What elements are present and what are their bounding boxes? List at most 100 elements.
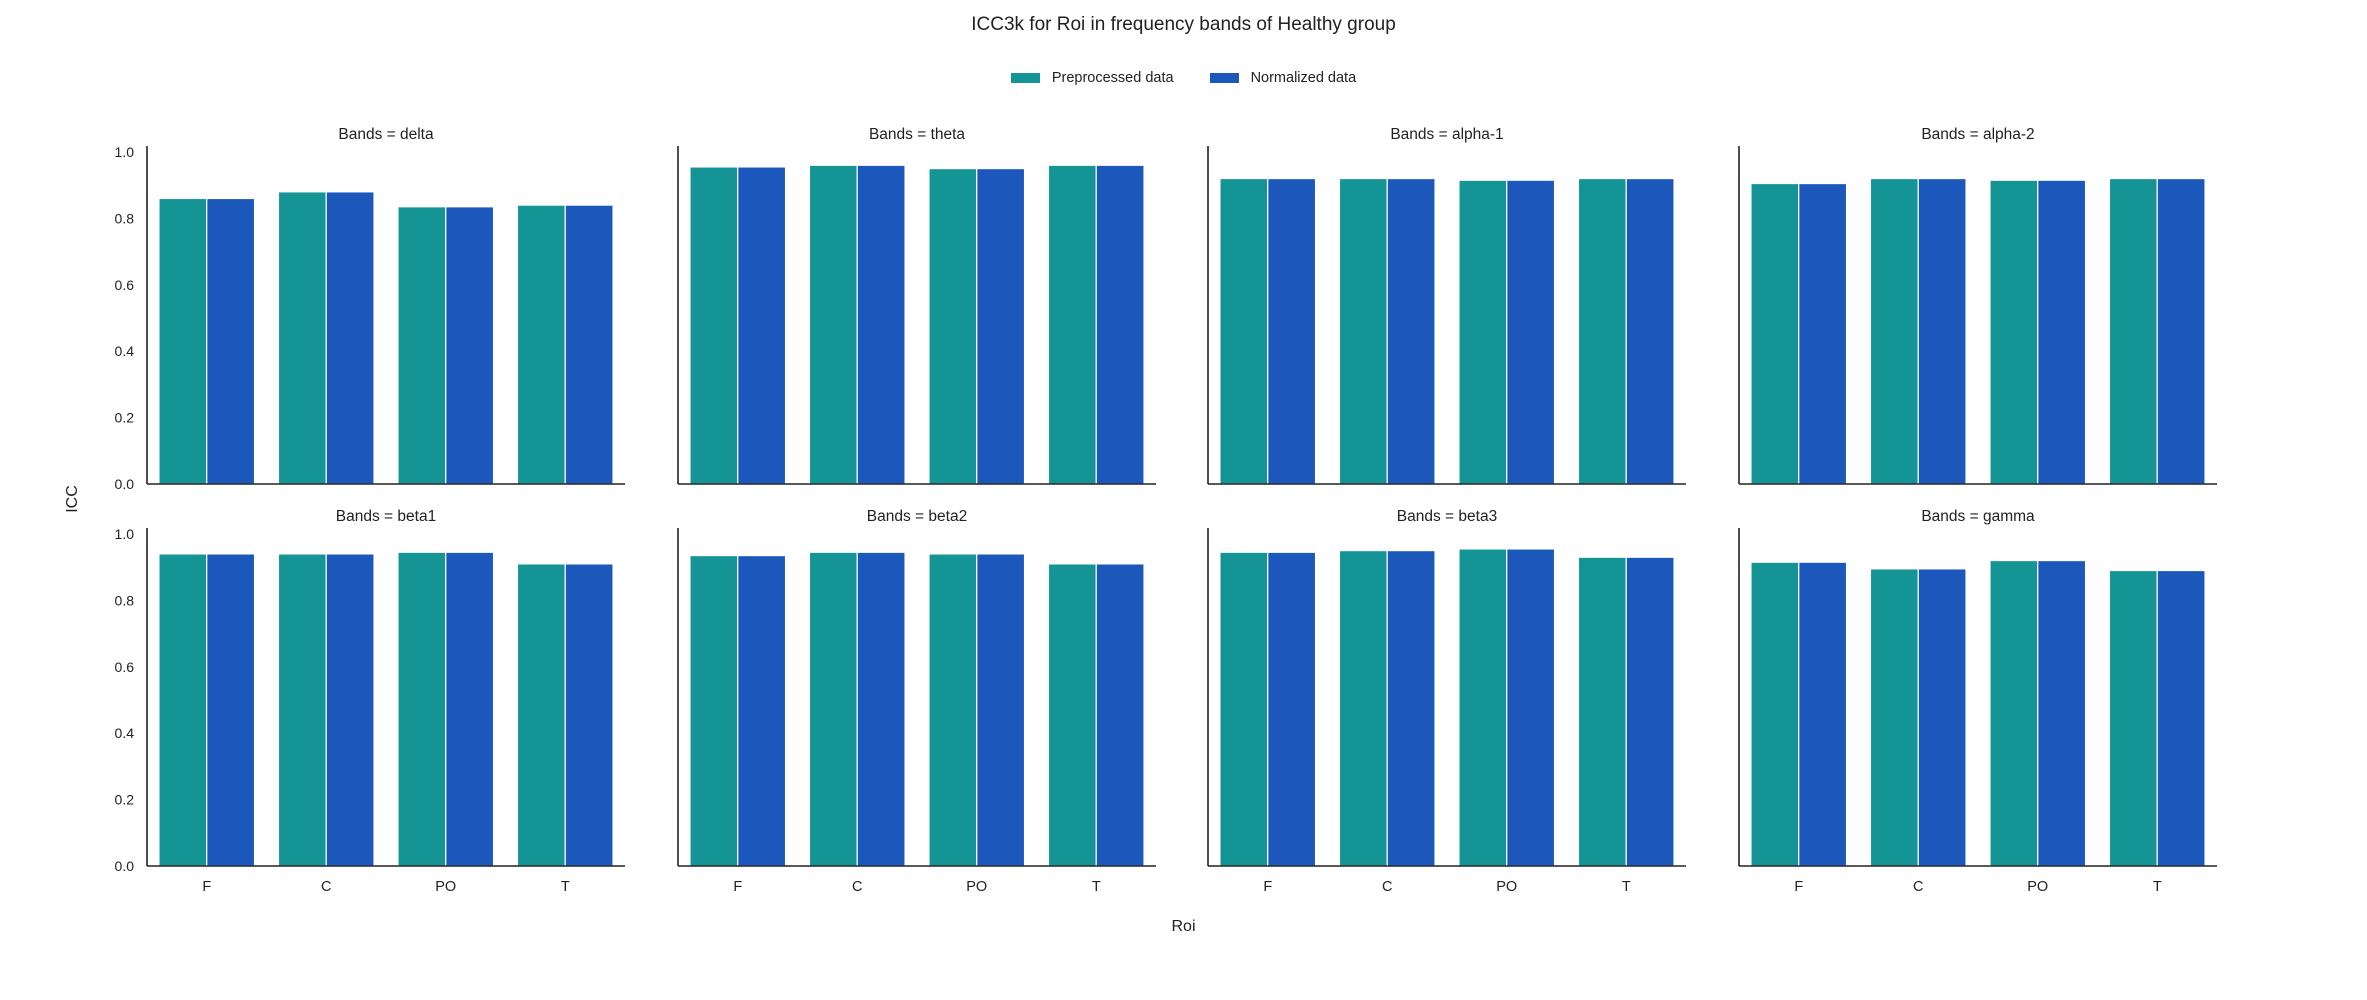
panel-2: Bands = alpha-1 <box>1207 126 1686 485</box>
bar <box>1095 164 1145 485</box>
bar <box>856 551 906 867</box>
bar <box>1989 559 2039 867</box>
y-tick-label: 0.0 <box>115 476 135 492</box>
x-tick-label: PO <box>2027 879 2048 895</box>
y-tick-label: 0.8 <box>115 210 135 226</box>
bar <box>1917 568 1967 867</box>
bar <box>206 553 256 867</box>
bar <box>445 551 495 867</box>
x-tick-label: T <box>561 879 570 895</box>
panel-title: Bands = alpha-1 <box>1390 126 1503 143</box>
bar <box>564 563 614 867</box>
bar <box>1095 563 1145 867</box>
panel-title: Bands = delta <box>338 126 434 143</box>
bar <box>1219 177 1269 485</box>
bar <box>737 166 787 485</box>
bar <box>277 553 327 867</box>
bar <box>1386 177 1436 485</box>
bar <box>397 551 447 867</box>
x-tick-label: C <box>321 879 331 895</box>
y-tick-label: 1.0 <box>115 144 135 160</box>
bar <box>1989 179 2039 485</box>
y-tick-label: 1.0 <box>115 526 135 542</box>
bar <box>325 553 375 867</box>
panel-5: Bands = beta2 F C PO T <box>677 508 1156 895</box>
x-tick-label: PO <box>1496 879 1517 895</box>
x-tick-label: F <box>202 879 211 895</box>
chart-legend: Preprocessed data Normalized data <box>0 70 2367 86</box>
legend-swatch-preprocessed <box>1010 73 1040 83</box>
bar <box>1267 551 1317 867</box>
bar <box>564 204 614 485</box>
x-tick-label: C <box>852 879 862 895</box>
legend-label-preprocessed: Preprocessed data <box>1051 70 1174 86</box>
panel-title: Bands = beta3 <box>1397 508 1497 525</box>
bar <box>976 168 1026 485</box>
x-tick-label: C <box>1913 879 1923 895</box>
y-tick-label: 0.6 <box>115 659 135 675</box>
bar <box>1338 177 1388 485</box>
y-tick-label: 0.8 <box>115 592 135 608</box>
bar <box>1386 549 1436 867</box>
bar <box>397 206 447 485</box>
bar <box>1506 179 1556 485</box>
bar <box>1338 549 1388 867</box>
x-tick-label: T <box>1622 879 1631 895</box>
bar <box>516 204 566 485</box>
bar <box>1506 548 1556 867</box>
x-tick-label: F <box>1794 879 1803 895</box>
bar <box>1047 164 1097 485</box>
bar <box>808 164 858 485</box>
bar <box>2037 179 2087 485</box>
bar <box>158 553 208 867</box>
y-tick-label: 0.4 <box>115 343 135 359</box>
legend-swatch-normalized <box>1209 73 1239 83</box>
legend-label-normalized: Normalized data <box>1250 70 1357 86</box>
bar <box>516 563 566 867</box>
bar <box>1458 179 1508 485</box>
x-tick-label: F <box>1263 879 1272 895</box>
bar <box>1577 556 1627 867</box>
bar <box>1577 177 1627 485</box>
bar <box>1869 177 1919 485</box>
bar <box>1869 568 1919 867</box>
bar <box>689 554 739 867</box>
bar <box>1458 548 1508 867</box>
x-tick-label: C <box>1382 879 1392 895</box>
panel-title: Bands = theta <box>869 126 965 143</box>
bar <box>976 553 1026 867</box>
chart-title: ICC3k for Roi in frequency bands of Heal… <box>971 14 1396 35</box>
y-tick-label: 0.4 <box>115 725 135 741</box>
bar <box>928 168 978 485</box>
bar <box>1798 561 1848 867</box>
panel-3: Bands = alpha-2 <box>1738 126 2217 485</box>
y-tick-label: 0.6 <box>115 277 135 293</box>
x-tick-label: T <box>1092 879 1101 895</box>
bar <box>2108 569 2158 867</box>
panel-4: Bands = beta1 0.0 0.2 0.4 0.6 0.8 1.0 F C PO T <box>115 508 625 895</box>
x-tick-label: PO <box>435 879 456 895</box>
bar <box>1625 177 1675 485</box>
panel-6: Bands = beta3 F C PO T <box>1207 508 1686 895</box>
bar <box>808 551 858 867</box>
y-tick-label: 0.2 <box>115 410 135 426</box>
bar <box>2037 559 2087 867</box>
bar <box>206 197 256 485</box>
bar <box>1917 177 1967 485</box>
panel-0: Bands = delta 0.0 0.2 0.4 0.6 0.8 1.0 <box>115 126 625 492</box>
bar <box>1750 182 1800 485</box>
y-tick-label: 0.0 <box>115 858 135 874</box>
panel-title: Bands = beta2 <box>867 508 967 525</box>
legend-item-preprocessed: Preprocessed data <box>1010 70 1174 86</box>
bar <box>928 553 978 867</box>
bar <box>856 164 906 485</box>
bar <box>1750 561 1800 867</box>
legend-item-normalized: Normalized data <box>1209 70 1357 86</box>
bar <box>1798 182 1848 485</box>
bar <box>2108 177 2158 485</box>
bar <box>1625 556 1675 867</box>
bar <box>1047 563 1097 867</box>
bar <box>445 206 495 485</box>
bar <box>1267 177 1317 485</box>
